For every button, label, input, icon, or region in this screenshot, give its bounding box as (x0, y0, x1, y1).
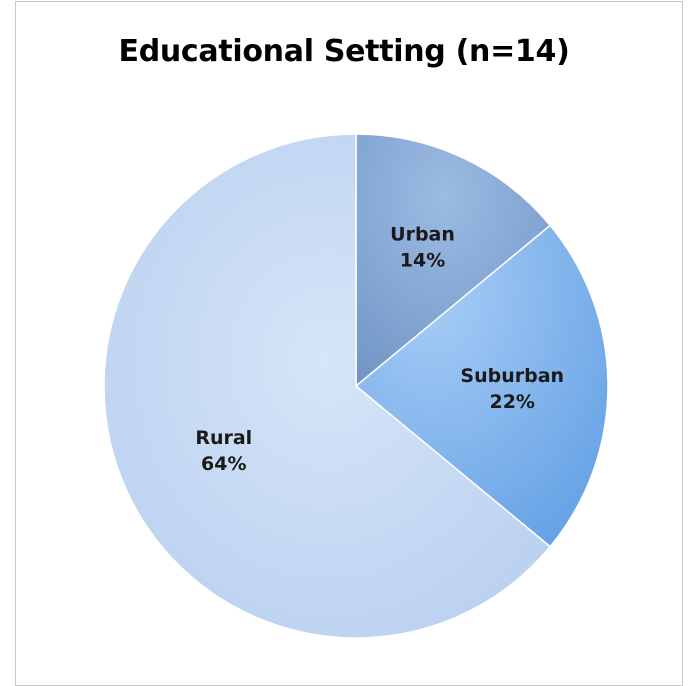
pie-slice-urban (355, 133, 552, 388)
slice-value-suburban: 22% (489, 391, 534, 413)
slice-label-suburban: Suburban (460, 365, 564, 387)
pie-slice-suburban (354, 224, 609, 548)
slice-label-rural: Rural (195, 427, 252, 449)
pie-slices (103, 133, 609, 639)
pie-labels: Urban 14% Suburban 22% Rural 64% (195, 224, 564, 476)
slice-value-rural: 64% (201, 453, 246, 475)
slice-label-urban: Urban (390, 224, 455, 246)
chart-title: Educational Setting (n=14) (118, 34, 570, 69)
pie-slice-rural (103, 133, 552, 639)
slice-value-urban: 14% (400, 250, 445, 272)
